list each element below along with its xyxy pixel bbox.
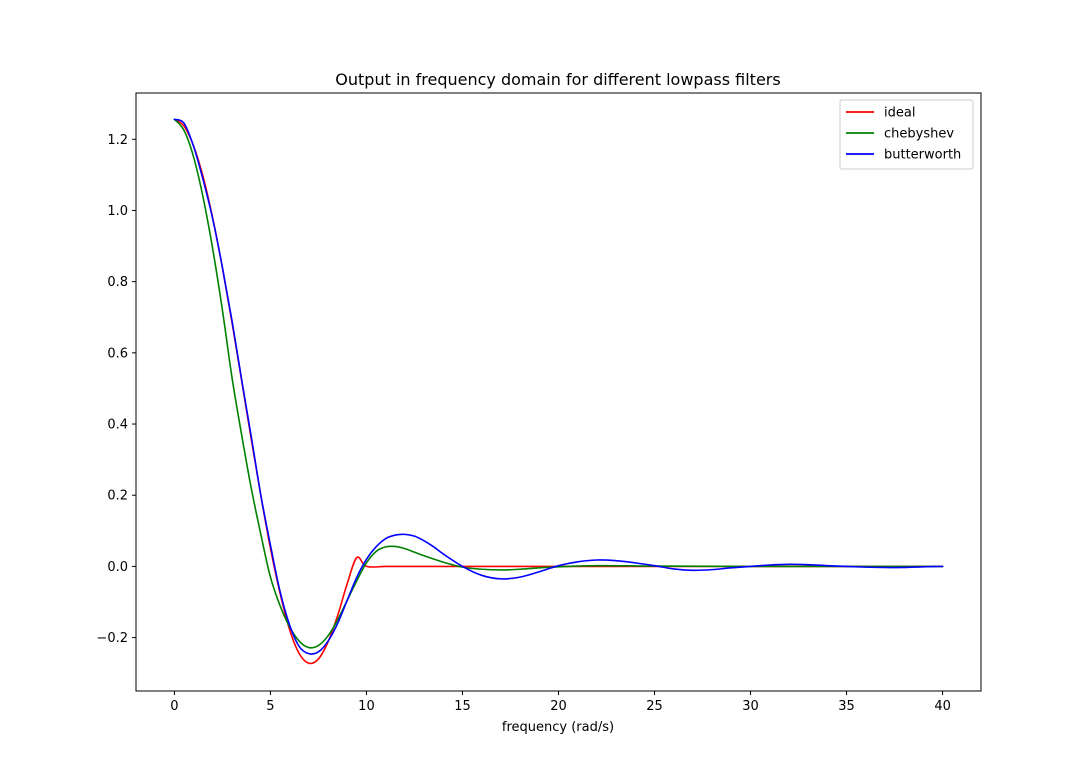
x-tick-label: 5 (266, 699, 274, 714)
y-tick-label: 0.2 (107, 489, 128, 504)
x-tick-label: 25 (646, 699, 663, 714)
y-axis: −0.2 0.0 0.2 0.4 0.6 0.8 1.0 1.2 (96, 133, 136, 646)
y-tick-label: 0.0 (107, 560, 128, 575)
x-tick-label: 30 (742, 699, 759, 714)
legend-label-chebyshev: chebyshev (884, 127, 954, 142)
y-tick-label: 1.2 (107, 133, 128, 148)
legend-label-ideal: ideal (884, 106, 915, 121)
x-tick-label: 0 (170, 699, 178, 714)
legend-box (839, 99, 974, 170)
series-line-butterworth (173, 118, 944, 655)
x-axis-label: frequency (rad/s) (502, 720, 614, 735)
y-tick-label: 0.6 (107, 346, 128, 361)
legend-label-butterworth: butterworth (884, 148, 961, 163)
x-tick-label: 20 (550, 699, 567, 714)
x-tick-label: 40 (934, 699, 951, 714)
y-tick-label: 0.4 (107, 418, 128, 433)
series-layer (173, 118, 944, 665)
y-tick-label: 1.0 (107, 204, 128, 219)
legend: ideal chebyshev butterworth (839, 99, 974, 170)
x-tick-label: 15 (454, 699, 471, 714)
x-axis: 0 5 10 15 20 25 30 35 40 (170, 691, 951, 714)
x-tick-label: 10 (358, 699, 375, 714)
chart-title: Output in frequency domain for different… (335, 70, 780, 89)
x-tick-label: 35 (838, 699, 855, 714)
y-tick-label: −0.2 (96, 631, 128, 646)
y-tick-label: 0.8 (107, 275, 128, 290)
series-line-chebyshev (173, 118, 944, 649)
